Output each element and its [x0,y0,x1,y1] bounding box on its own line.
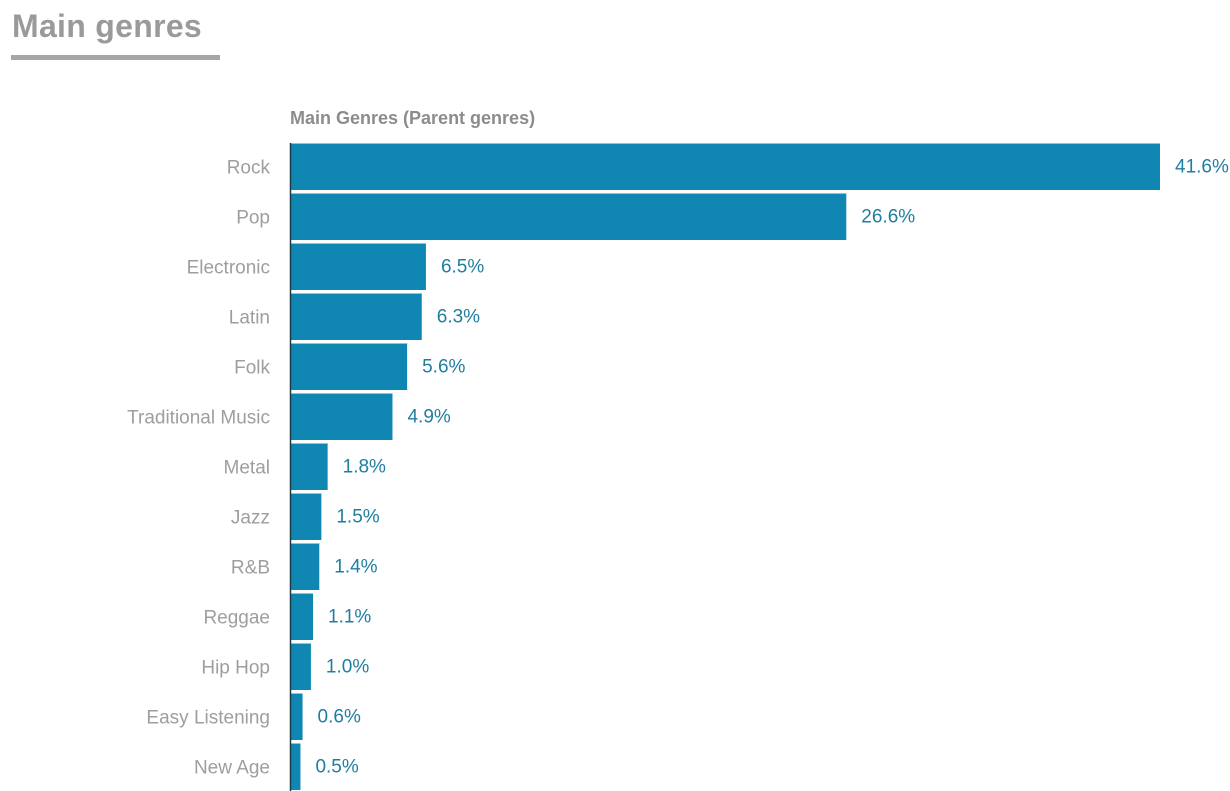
bar [290,143,1160,190]
value-label: 1.8% [343,457,386,478]
category-label: Folk [234,358,270,379]
title-underline [11,55,220,60]
bar [290,643,311,690]
bar [290,743,301,790]
category-label: Hip Hop [201,658,270,679]
category-label: Electronic [187,258,270,279]
value-label: 1.0% [326,657,369,678]
value-label: 0.5% [315,757,358,778]
value-label: 26.6% [861,207,915,228]
bar [290,193,847,240]
value-label: 0.6% [318,707,361,728]
category-label: Pop [236,208,270,229]
bar [290,543,320,590]
bar [290,593,314,640]
bar [290,693,303,740]
category-label: Latin [229,308,270,329]
page-title: Main genres [12,8,203,44]
category-label: R&B [231,558,270,579]
bar [290,293,422,340]
bar [290,343,408,390]
category-label: Easy Listening [146,708,270,729]
value-label: 1.1% [328,607,371,628]
bar [290,243,426,290]
bar [290,393,393,440]
bar [290,493,322,540]
value-label: 6.3% [437,307,480,328]
value-label: 6.5% [441,257,484,278]
value-label: 1.5% [336,507,379,528]
value-label: 5.6% [422,357,465,378]
category-label: Jazz [231,508,270,529]
bar [290,443,328,490]
category-label: Rock [227,158,271,179]
category-label: New Age [194,758,270,779]
category-label: Traditional Music [127,408,270,429]
value-label: 4.9% [407,407,450,428]
value-label: 1.4% [334,557,377,578]
chart-title: Main Genres (Parent genres) [290,108,535,128]
value-label: 41.6% [1175,157,1229,178]
category-label: Metal [224,458,270,479]
category-label: Reggae [203,608,270,629]
